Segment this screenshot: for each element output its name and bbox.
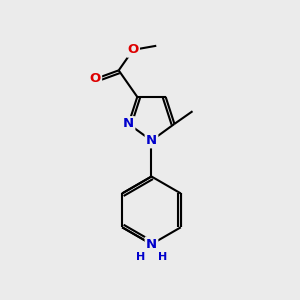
Text: H: H xyxy=(136,252,145,262)
Text: O: O xyxy=(90,72,101,86)
Text: O: O xyxy=(128,44,139,56)
Text: N: N xyxy=(146,134,157,147)
Text: N: N xyxy=(146,238,157,251)
Text: H: H xyxy=(158,252,167,262)
Text: N: N xyxy=(123,117,134,130)
